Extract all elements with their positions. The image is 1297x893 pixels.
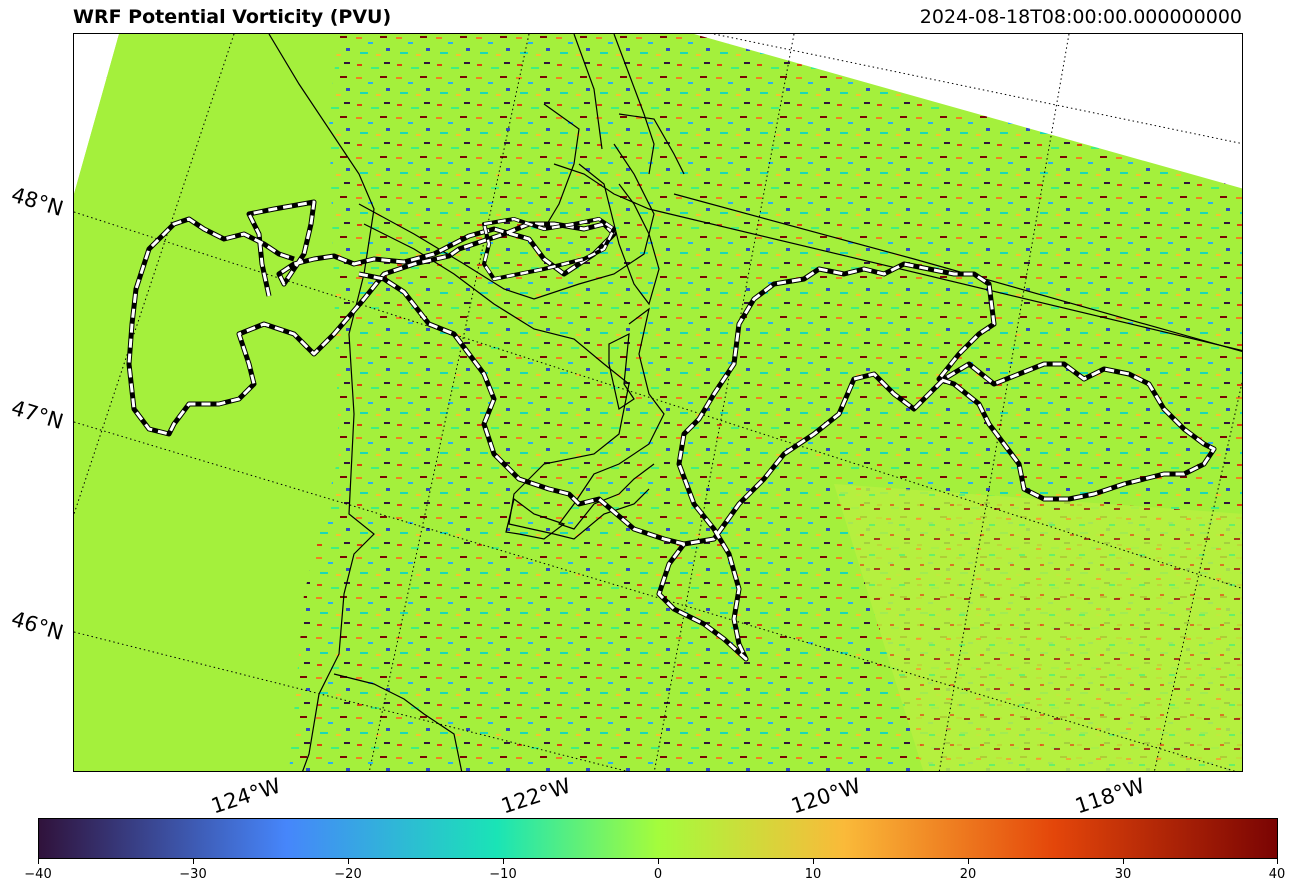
- plot-title: WRF Potential Vorticity (PVU): [73, 6, 392, 28]
- lat-label-48: 48°N: [8, 182, 67, 221]
- colorbar-label-n10: −10: [489, 867, 517, 882]
- colorbar-label-0: 0: [653, 867, 663, 882]
- graticule: [74, 34, 1242, 771]
- lon-label-124w: 124°W: [208, 773, 284, 819]
- colorbar-label-n30: −30: [179, 867, 207, 882]
- colorbar-label-30: 30: [1114, 867, 1132, 882]
- lon-label-118w: 118°W: [1072, 773, 1148, 819]
- lon-label-122w: 122°W: [498, 773, 574, 819]
- colorbar-label-10: 10: [804, 867, 822, 882]
- lat-label-47: 47°N: [8, 395, 67, 434]
- lat-label-46: 46°N: [8, 606, 67, 645]
- colorbar-label-n20: −20: [334, 867, 362, 882]
- colorbar: [38, 818, 1278, 859]
- lon-label-120w: 120°W: [788, 773, 864, 819]
- map-canvas: [74, 34, 1242, 771]
- timestamp-label: 2024-08-18T08:00:00.000000000: [919, 6, 1242, 28]
- smooth-southeast-area: [834, 484, 1242, 771]
- colorbar-label-n40: −40: [24, 867, 52, 882]
- region-boundary: [126, 199, 1217, 662]
- colorbar-label-40: 40: [1268, 867, 1286, 882]
- map-panel[interactable]: [73, 33, 1243, 772]
- colorbar-label-20: 20: [959, 867, 977, 882]
